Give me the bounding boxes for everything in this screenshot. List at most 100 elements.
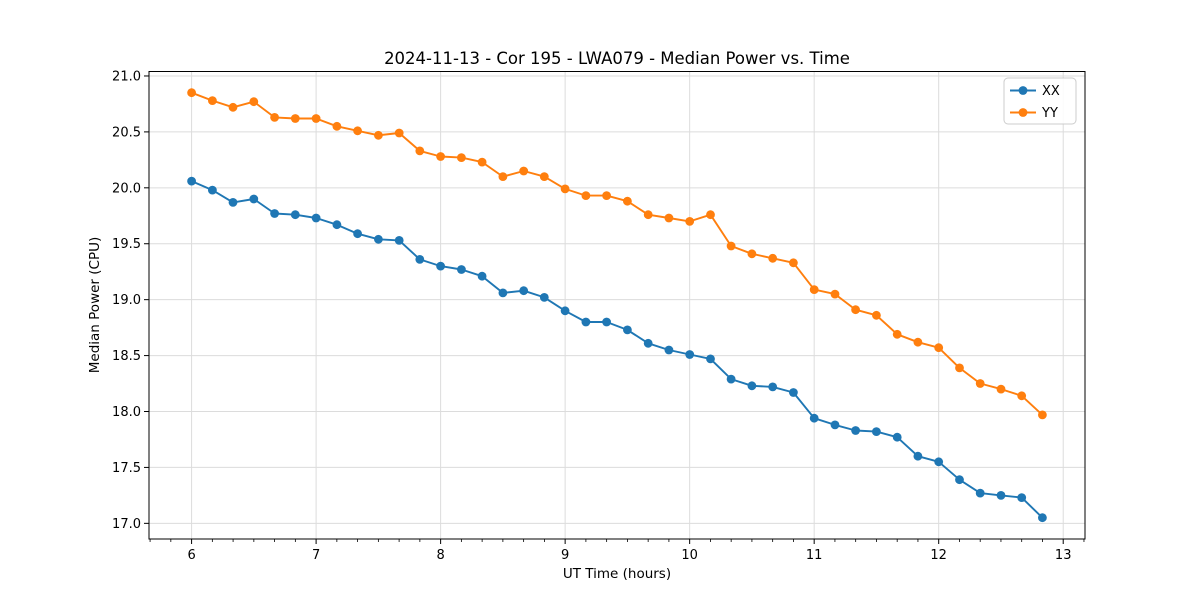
data-point-xx: [228, 198, 238, 207]
data-point-xx: [332, 220, 342, 230]
data-point-yy: [996, 384, 1006, 394]
data-point-xx: [872, 427, 881, 436]
x-tick-label: 9: [561, 548, 569, 563]
data-point-yy: [955, 363, 964, 373]
data-point-yy: [457, 153, 466, 163]
x-tick-label: 8: [436, 548, 444, 563]
data-point-yy: [643, 210, 653, 220]
data-point-xx: [643, 338, 653, 348]
data-point-xx: [955, 475, 964, 485]
data-point-yy: [228, 102, 238, 112]
y-tick-label: 17.5: [112, 461, 141, 476]
data-point-xx: [187, 176, 197, 186]
data-point-yy: [394, 128, 404, 138]
data-point-xx: [809, 413, 819, 423]
data-point-yy: [249, 97, 259, 107]
data-series: [187, 88, 1047, 523]
data-point-yy: [623, 196, 632, 206]
data-point-yy: [706, 210, 715, 220]
data-point-xx: [726, 374, 736, 384]
data-point-xx: [394, 236, 404, 245]
data-point-yy: [934, 343, 944, 353]
data-point-xx: [498, 288, 508, 298]
data-point-xx: [560, 306, 570, 316]
data-point-xx: [290, 210, 300, 220]
data-point-xx: [581, 317, 591, 327]
data-point-xx: [789, 388, 798, 397]
x-tick-label: 11: [806, 548, 823, 563]
data-point-xx: [851, 426, 860, 435]
data-point-xx: [208, 185, 217, 195]
data-point-xx: [830, 420, 840, 430]
legend-label-xx: XX: [1042, 84, 1060, 99]
y-tick-label: 19.0: [112, 293, 141, 308]
chart-title: 2024-11-13 - Cor 195 - LWA079 - Median P…: [384, 49, 850, 68]
data-point-yy: [1017, 391, 1027, 401]
data-point-yy: [768, 253, 778, 263]
y-tick-label: 20.0: [112, 181, 141, 196]
data-point-yy: [415, 146, 425, 156]
data-point-yy: [519, 166, 529, 176]
data-point-yy: [747, 249, 757, 259]
data-point-yy: [789, 258, 798, 268]
data-point-yy: [270, 113, 279, 122]
data-point-yy: [913, 337, 923, 347]
data-point-xx: [519, 286, 529, 296]
y-tick-label: 18.0: [112, 405, 141, 420]
data-point-xx: [685, 350, 695, 359]
y-tick-label: 17.0: [112, 517, 141, 532]
data-point-yy: [498, 172, 508, 182]
data-point-xx: [623, 325, 632, 335]
data-point-xx: [1017, 493, 1027, 502]
y-tick-label: 19.5: [112, 237, 141, 252]
data-point-yy: [872, 310, 881, 320]
legend: XX YY: [1003, 77, 1077, 125]
y-tick-label: 21.0: [112, 69, 141, 84]
data-point-xx: [415, 255, 425, 264]
data-point-yy: [726, 241, 736, 251]
data-point-yy: [539, 172, 549, 182]
data-point-xx: [270, 209, 279, 218]
data-point-yy: [477, 157, 487, 167]
data-point-xx: [913, 451, 923, 461]
data-point-yy: [581, 191, 591, 201]
x-tick-label: 13: [1055, 548, 1072, 563]
x-tick-label: 6: [187, 548, 195, 563]
data-point-yy: [809, 285, 819, 294]
data-point-xx: [664, 345, 674, 355]
x-tick-label: 12: [930, 548, 947, 563]
series-line-yy: [190, 91, 1044, 416]
data-point-yy: [851, 305, 860, 315]
data-point-yy: [311, 114, 321, 123]
data-point-yy: [830, 289, 840, 299]
y-axis-label: Median Power (CPU): [87, 237, 103, 373]
plot-border: [148, 71, 1086, 540]
y-tick-label: 20.5: [112, 125, 141, 140]
legend-marker-xx: [1018, 86, 1028, 95]
data-point-xx: [353, 229, 362, 239]
data-point-yy: [602, 191, 611, 201]
data-point-yy: [187, 88, 197, 98]
data-point-yy: [436, 152, 445, 161]
data-point-yy: [975, 379, 985, 388]
data-point-xx: [706, 354, 715, 364]
legend-frame: [1003, 77, 1077, 125]
axes-ticks: 6 7 8 9 10 11 12 13 17.0 17.5 18.0 18.5 19.0 19.5 20.0…: [112, 69, 1085, 563]
data-point-xx: [934, 457, 944, 467]
data-point-xx: [477, 271, 487, 281]
data-point-yy: [353, 126, 362, 136]
data-point-yy: [1038, 410, 1047, 420]
data-point-yy: [208, 96, 217, 105]
x-tick-label: 7: [312, 548, 320, 563]
data-point-yy: [290, 114, 300, 123]
data-point-xx: [457, 265, 466, 274]
x-tick-label: 10: [681, 548, 698, 563]
data-point-yy: [892, 329, 902, 339]
x-axis-label: UT Time (hours): [563, 566, 671, 582]
data-point-xx: [996, 491, 1006, 500]
legend-marker-yy: [1018, 108, 1028, 117]
data-point-xx: [311, 213, 321, 223]
y-tick-label: 18.5: [112, 349, 141, 364]
